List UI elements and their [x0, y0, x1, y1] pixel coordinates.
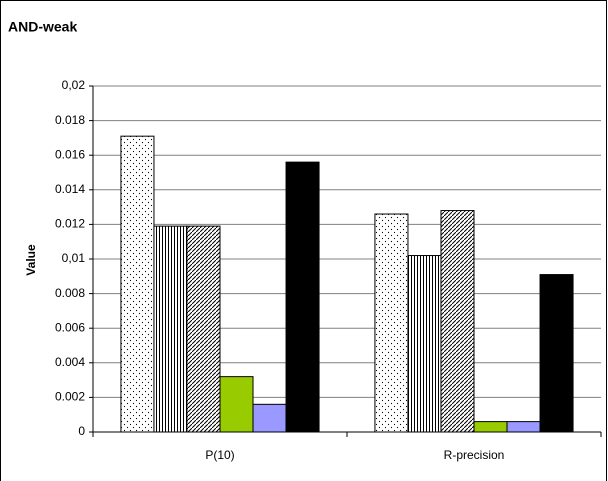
bar	[473, 421, 508, 433]
bar	[539, 274, 574, 433]
y-tick-label: 0.006	[55, 320, 85, 334]
y-tick-label: 0,01	[62, 251, 86, 265]
y-axis-label: Value	[24, 244, 38, 276]
y-tick-label: 0.008	[55, 286, 85, 300]
x-tick-label: P(10)	[205, 448, 234, 462]
y-tick-label: 0.014	[55, 182, 85, 196]
bar	[153, 225, 188, 433]
chart-title: AND-weak	[8, 19, 77, 35]
bar	[120, 135, 155, 433]
y-tick-label: 0	[78, 424, 85, 438]
y-tick-label: 0.018	[55, 113, 85, 127]
y-tick-label: 0,02	[62, 78, 86, 92]
bar	[252, 403, 287, 433]
x-tick-label: R-precision	[444, 448, 505, 462]
y-tick-label: 0.012	[55, 217, 85, 231]
bar	[407, 255, 442, 433]
bar	[374, 213, 409, 433]
y-tick-label: 0.016	[55, 147, 85, 161]
y-tick-label: 0.004	[55, 355, 85, 369]
y-tick-label: 0.002	[55, 390, 85, 404]
bar	[219, 376, 254, 433]
bar	[506, 421, 541, 433]
bar	[440, 210, 475, 433]
bar	[186, 225, 221, 433]
bar	[285, 161, 320, 433]
